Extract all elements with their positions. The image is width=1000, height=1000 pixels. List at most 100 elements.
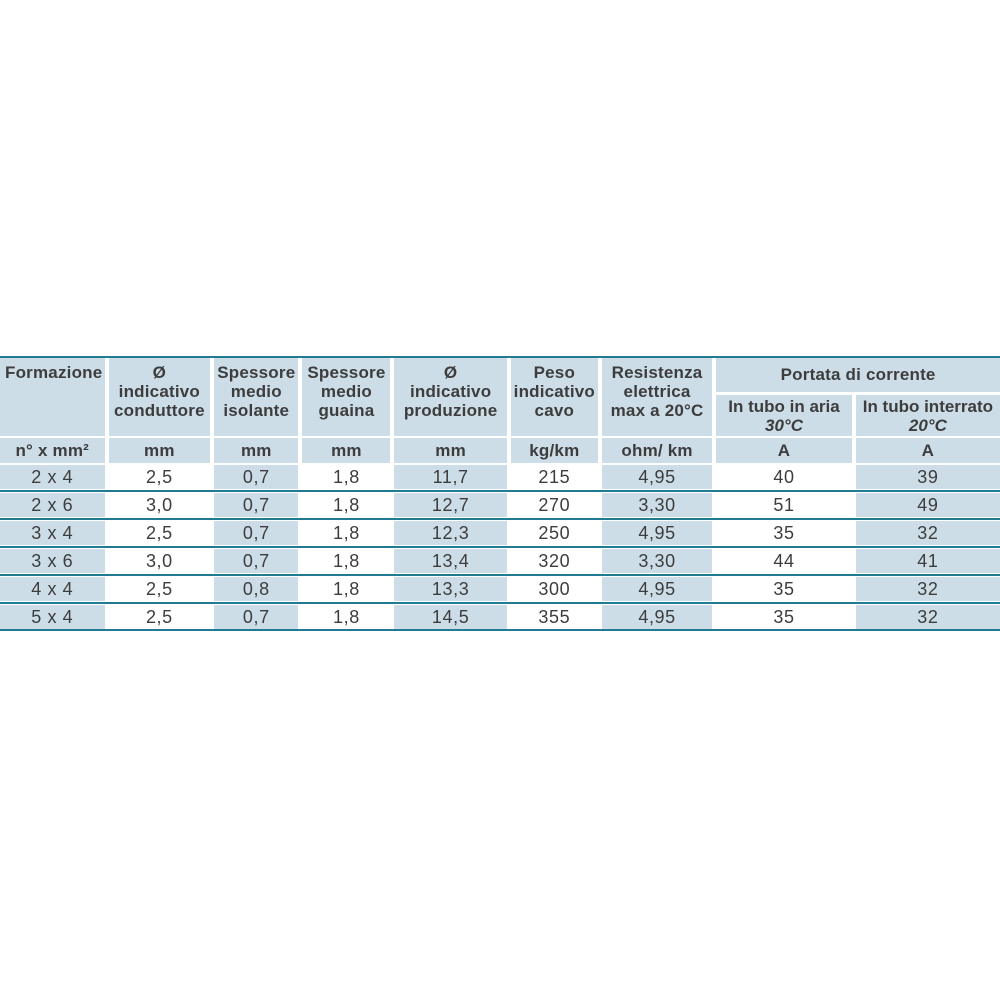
data-cell: 2,5 xyxy=(108,521,211,545)
data-cell: 355 xyxy=(510,605,598,629)
header-text: Ø xyxy=(152,363,167,382)
header-text: medio xyxy=(320,382,372,401)
header-text: indicativo xyxy=(409,382,492,401)
header-text: Spessore xyxy=(307,363,386,382)
units-row: n° x mm² mm mm mm mm kg/km ohm/ km A A xyxy=(0,438,1000,463)
header-text: elettrica xyxy=(623,382,691,401)
data-cell: 41 xyxy=(855,549,1000,573)
table-bottom-border xyxy=(0,629,1000,631)
data-cell: 35 xyxy=(716,577,852,601)
row-formation-cell: 3 x 6 xyxy=(0,549,105,573)
unit-cell: mm xyxy=(214,438,299,463)
row-separator xyxy=(0,518,1000,520)
row-formation-cell: 5 x 4 xyxy=(0,605,105,629)
header-text: produzione xyxy=(403,401,498,420)
data-cell: 3,30 xyxy=(601,549,713,573)
row-formation-cell: 2 x 6 xyxy=(0,493,105,517)
header-text: Spessore xyxy=(217,363,296,382)
data-cell: 2,5 xyxy=(108,605,211,629)
table-header: Formazione Ø indicativo conduttore Spess… xyxy=(0,358,1000,436)
data-cell: 35 xyxy=(716,521,852,545)
data-cell: 0,7 xyxy=(214,605,299,629)
data-cell: 40 xyxy=(716,465,852,489)
table-row: 5 x 4 2,5 0,7 1,8 14,5 355 4,95 35 32 xyxy=(0,605,1000,629)
table-top-border xyxy=(0,356,1000,358)
row-separator xyxy=(0,602,1000,604)
header-text: indicativo xyxy=(513,382,595,401)
data-cell: 2,5 xyxy=(108,465,211,489)
header-text: conduttore xyxy=(113,401,205,420)
data-cell: 4,95 xyxy=(601,465,713,489)
header-text: Ø xyxy=(443,363,458,382)
header-text: medio xyxy=(230,382,282,401)
column-header-spessore-isolante: Spessore medio isolante xyxy=(214,358,299,436)
header-temperature-text: 30°C xyxy=(765,416,803,435)
data-cell: 250 xyxy=(510,521,598,545)
header-text: In tubo in aria xyxy=(728,397,840,416)
unit-cell: mm xyxy=(302,438,391,463)
header-temperature-text: 20°C xyxy=(908,416,947,435)
table-row: 4 x 4 2,5 0,8 1,8 13,3 300 4,95 35 32 xyxy=(0,577,1000,601)
row-formation-cell: 4 x 4 xyxy=(0,577,105,601)
data-cell: 3,30 xyxy=(601,493,713,517)
header-text: isolante xyxy=(223,401,290,420)
column-group-header-portata-di-corrente: Portata di corrente xyxy=(716,358,1000,392)
table-row: 2 x 6 3,0 0,7 1,8 12,7 270 3,30 51 49 xyxy=(0,493,1000,517)
data-cell: 14,5 xyxy=(394,605,507,629)
row-formation-cell: 3 x 4 xyxy=(0,521,105,545)
header-text: Resistenza xyxy=(611,363,703,382)
table-row: 3 x 4 2,5 0,7 1,8 12,3 250 4,95 35 32 xyxy=(0,521,1000,545)
row-formation-cell: 2 x 4 xyxy=(0,465,105,489)
data-cell: 13,4 xyxy=(394,549,507,573)
data-cell: 12,7 xyxy=(394,493,507,517)
data-cell: 300 xyxy=(510,577,598,601)
data-cell: 2,5 xyxy=(108,577,211,601)
data-cell: 4,95 xyxy=(601,605,713,629)
unit-cell: kg/km xyxy=(510,438,598,463)
unit-cell: mm xyxy=(108,438,211,463)
row-separator xyxy=(0,546,1000,548)
data-cell: 215 xyxy=(510,465,598,489)
data-cell: 0,8 xyxy=(214,577,299,601)
header-text: guaina xyxy=(318,401,375,420)
data-cell: 35 xyxy=(716,605,852,629)
header-text: Peso xyxy=(533,363,576,382)
table-row: 3 x 6 3,0 0,7 1,8 13,4 320 3,30 44 41 xyxy=(0,549,1000,573)
column-header-diametro-produzione: Ø indicativo produzione xyxy=(394,358,507,436)
header-text: cavo xyxy=(534,401,575,420)
unit-cell: A xyxy=(855,438,1000,463)
table-row: 2 x 4 2,5 0,7 1,8 11,7 215 4,95 40 39 xyxy=(0,465,1000,489)
data-cell: 0,7 xyxy=(214,465,299,489)
column-header-diametro-conduttore: Ø indicativo conduttore xyxy=(108,358,211,436)
data-cell: 1,8 xyxy=(302,605,391,629)
data-cell: 32 xyxy=(855,577,1000,601)
data-cell: 3,0 xyxy=(108,493,211,517)
data-cell: 4,95 xyxy=(601,577,713,601)
cable-spec-table: Formazione Ø indicativo conduttore Spess… xyxy=(0,356,1000,631)
data-cell: 0,7 xyxy=(214,493,299,517)
column-header-spessore-guaina: Spessore medio guaina xyxy=(302,358,391,436)
row-separator xyxy=(0,574,1000,576)
data-cell: 11,7 xyxy=(394,465,507,489)
data-cell: 3,0 xyxy=(108,549,211,573)
data-cell: 32 xyxy=(855,605,1000,629)
column-header-in-tubo-in-aria: In tubo in aria 30°C xyxy=(716,395,852,436)
data-cell: 13,3 xyxy=(394,577,507,601)
data-cell: 270 xyxy=(510,493,598,517)
data-cell: 1,8 xyxy=(302,493,391,517)
data-cell: 44 xyxy=(716,549,852,573)
data-cell: 1,8 xyxy=(302,549,391,573)
column-header-formazione: Formazione xyxy=(0,358,105,436)
header-text: max a 20°C xyxy=(610,401,704,420)
header-text: indicativo xyxy=(118,382,201,401)
data-cell: 39 xyxy=(855,465,1000,489)
header-text: In tubo interrato xyxy=(862,397,994,416)
column-header-peso-cavo: Peso indicativo cavo xyxy=(510,358,598,436)
data-cell: 1,8 xyxy=(302,465,391,489)
table-body: 2 x 4 2,5 0,7 1,8 11,7 215 4,95 40 39 2 x 6 3,0 0,7… xyxy=(0,465,1000,629)
unit-cell: A xyxy=(716,438,852,463)
data-cell: 0,7 xyxy=(214,549,299,573)
data-cell: 12,3 xyxy=(394,521,507,545)
data-cell: 32 xyxy=(855,521,1000,545)
